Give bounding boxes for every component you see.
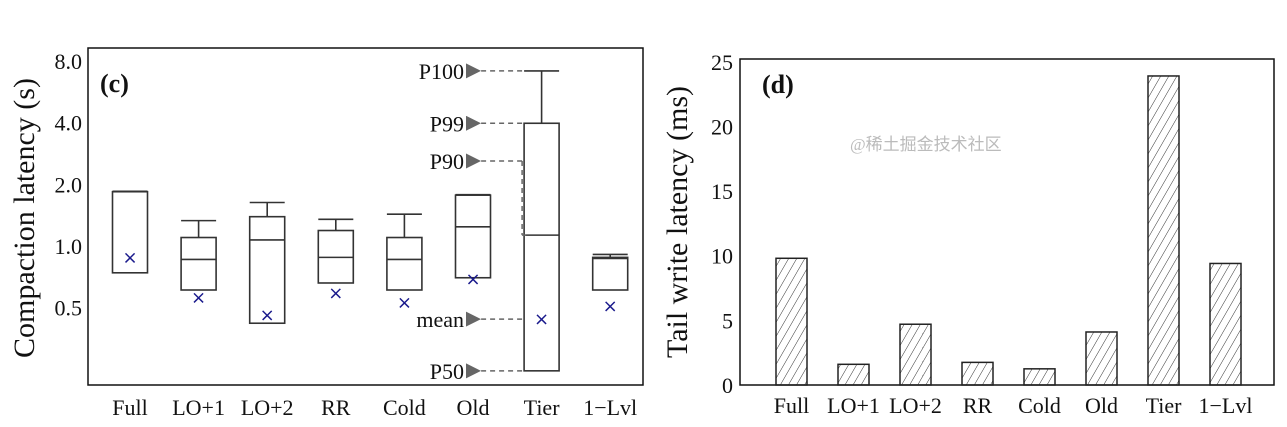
bar-Old	[1085, 331, 1118, 386]
bar-Cold	[1023, 368, 1056, 386]
bar-LO+2	[899, 323, 932, 386]
annotation-label: P100	[419, 59, 464, 84]
x-tick-label: LO+1	[827, 393, 880, 418]
mean-marker: ×	[603, 296, 618, 317]
y-tick-label: 0	[722, 373, 733, 398]
bar-Tier	[1147, 75, 1180, 386]
box-RR: ×	[317, 218, 355, 304]
bar-Full	[775, 257, 808, 386]
x-tick-label: Tier	[1146, 393, 1183, 418]
x-tick-label: Full	[112, 395, 147, 420]
bar-LO+1	[837, 363, 870, 386]
bar-RR	[961, 361, 994, 386]
annotation-label: P99	[430, 111, 464, 136]
x-tick-label: Old	[1085, 393, 1118, 418]
y-tick-label: 2.0	[55, 172, 83, 197]
y-tick-label: 8.0	[55, 49, 83, 74]
mean-marker: ×	[191, 288, 206, 309]
box-LO+2: ×	[248, 201, 286, 326]
plot-frame-d	[739, 58, 1275, 386]
box	[248, 215, 286, 325]
panel-label-d: (d)	[762, 70, 794, 99]
bar-chart-d: Tail write latency (ms) (d) 0 5 10 15 20 25 F…	[661, 50, 1275, 418]
box-LO+1: ×	[180, 219, 217, 309]
x-tick-label: LO+2	[889, 393, 942, 418]
annotation-label: P90	[430, 149, 464, 174]
y-axis-label-d: Tail write latency (ms)	[661, 86, 694, 358]
box-Tier: ×	[523, 70, 560, 372]
box-1−Lvl: ×	[591, 253, 629, 317]
mean-marker: ×	[122, 247, 137, 268]
x-tick-label: 1−Lvl	[583, 395, 637, 420]
plot-frame-c	[87, 47, 644, 386]
y-tick-label: 15	[711, 179, 733, 204]
mean-marker: ×	[260, 305, 275, 326]
x-tick-label: LO+1	[172, 395, 225, 420]
y-tick-label: 1.0	[55, 234, 83, 259]
mean-marker: ×	[328, 283, 343, 304]
y-tick-label: 10	[711, 244, 733, 269]
x-tick-label: Old	[457, 395, 490, 420]
x-tick-label: Full	[774, 393, 809, 418]
y-tick-label: 25	[711, 50, 733, 75]
x-tick-label: Cold	[383, 395, 426, 420]
y-tick-label: 5	[722, 308, 733, 333]
x-tick-label: Cold	[1018, 393, 1061, 418]
box-Cold: ×	[386, 213, 423, 314]
annotation-label: P50	[430, 359, 464, 384]
box	[454, 194, 492, 279]
y-tick-label: 20	[711, 114, 733, 139]
box	[523, 122, 560, 372]
y-axis-label-c: Compaction latency (s)	[8, 78, 41, 358]
box-Old: ×	[454, 193, 492, 290]
annotation-label: mean	[416, 307, 464, 332]
mean-marker: ×	[397, 293, 412, 314]
box	[180, 236, 217, 291]
x-tick-label: RR	[321, 395, 351, 420]
y-tick-label: 0.5	[55, 296, 83, 321]
box	[591, 256, 629, 291]
box-Full: ×	[111, 190, 149, 274]
bar-1−Lvl	[1209, 262, 1242, 386]
mean-marker: ×	[465, 269, 480, 290]
y-tick-label: 4.0	[55, 111, 83, 136]
x-tick-label: Tier	[524, 395, 561, 420]
mean-marker: ×	[534, 309, 549, 330]
watermark: @稀土掘金技术社区	[850, 135, 1002, 154]
panel-label-c: (c)	[100, 69, 129, 98]
x-tick-label: RR	[963, 393, 993, 418]
box	[386, 236, 423, 291]
x-tick-label: 1−Lvl	[1199, 393, 1253, 418]
box-chart-c: Compaction latency (s) (c) 8.0 4.0 2.0 1.0 0…	[8, 47, 644, 420]
x-tick-label: LO+2	[241, 395, 294, 420]
